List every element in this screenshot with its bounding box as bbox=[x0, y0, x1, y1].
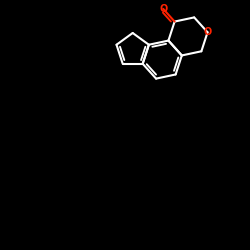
Text: O: O bbox=[204, 27, 212, 37]
Text: O: O bbox=[159, 4, 167, 14]
